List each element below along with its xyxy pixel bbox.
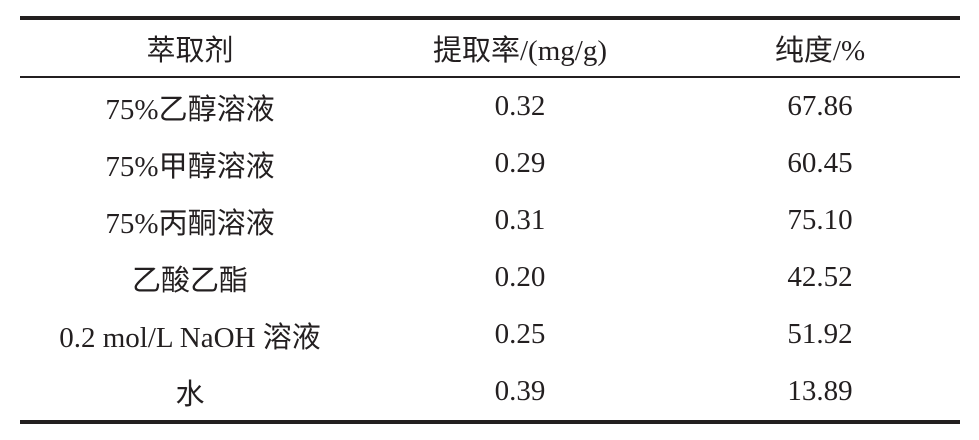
table-cell: 75%丙酮溶液 — [105, 207, 275, 240]
table-cell: 67.86 — [787, 90, 853, 122]
column-header: 提取率/(mg/g) — [433, 35, 607, 67]
table-cell: 60.45 — [787, 147, 853, 179]
table-body: 75%乙醇溶液 0.32 67.86 75%甲醇溶液 0.29 60.45 75%丙酮溶液 0… — [20, 77, 960, 422]
table-cell: 75%乙醇溶液 — [105, 93, 275, 126]
table-cell: 乙酸乙酯 — [131, 264, 248, 297]
table-cell: 0.39 — [494, 375, 546, 407]
table-cell: 水 — [175, 378, 205, 411]
table-cell: 0.32 — [494, 90, 546, 122]
table-row: 水 0.39 13.89 — [20, 363, 960, 422]
table-cell: 0.25 — [494, 318, 546, 350]
table-cell: 0.20 — [494, 261, 546, 293]
table-row: 75%乙醇溶液 0.32 67.86 — [20, 77, 960, 135]
table-cell: 42.52 — [787, 261, 853, 293]
table-row: 乙酸乙酯 0.20 42.52 — [20, 249, 960, 306]
table-cell: 0.29 — [494, 147, 546, 179]
header-row: 萃取剂 提取率/(mg/g) 纯度/% — [20, 18, 960, 77]
data-table: 萃取剂 提取率/(mg/g) 纯度/% 75%乙醇溶液 0.32 67.86 75%甲醇溶… — [20, 16, 960, 424]
table-row: 75%甲醇溶液 0.29 60.45 — [20, 135, 960, 192]
table-cell: 13.89 — [787, 375, 853, 407]
table-cell: 51.92 — [787, 318, 853, 350]
table-cell: 0.31 — [494, 204, 546, 236]
table-header: 萃取剂 提取率/(mg/g) 纯度/% — [20, 18, 960, 77]
table-row: 75%丙酮溶液 0.31 75.10 — [20, 192, 960, 249]
table-cell: 75%甲醇溶液 — [105, 150, 275, 183]
column-header: 萃取剂 — [146, 35, 234, 67]
table-cell: 0.2 mol/L NaOH 溶液 — [59, 321, 321, 354]
table-cell: 75.10 — [787, 204, 853, 236]
column-header: 纯度/% — [774, 35, 866, 67]
table-row: 0.2 mol/L NaOH 溶液 0.25 51.92 — [20, 306, 960, 363]
